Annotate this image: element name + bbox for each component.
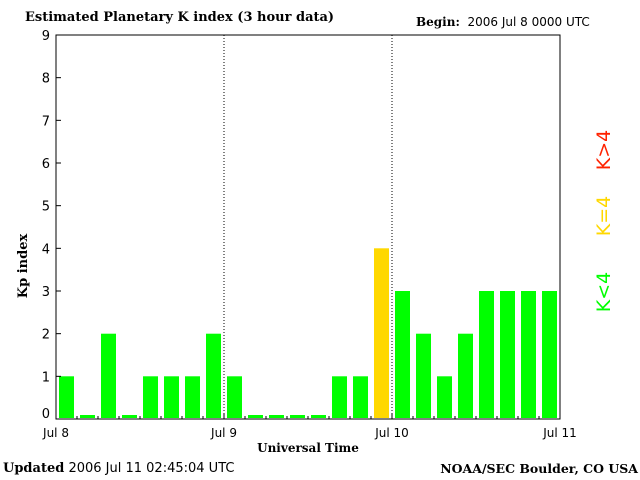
begin-value: 2006 Jul 8 0000 UTC <box>467 15 590 29</box>
kp-bar <box>164 376 179 418</box>
x-tick-label: Jul 9 <box>210 426 237 440</box>
kp-bar <box>206 333 221 418</box>
kp-bar <box>332 376 347 418</box>
kp-bar <box>101 333 116 418</box>
kp-bar <box>290 415 305 418</box>
legend-label: K=4 <box>593 196 615 236</box>
kp-bar <box>311 415 326 418</box>
y-tick-label: 3 <box>42 285 50 300</box>
y-tick-label: 4 <box>42 242 50 257</box>
x-tick-label: Jul 11 <box>542 426 577 440</box>
x-tick-label: Jul 8 <box>42 426 69 440</box>
updated-time: Updated 2006 Jul 11 02:45:04 UTC <box>3 461 234 476</box>
updated-label: Updated <box>3 461 65 476</box>
legend: K>4 K=4 K<4 <box>593 130 615 312</box>
kp-bar <box>59 376 74 418</box>
kp-bar <box>185 376 200 418</box>
kp-bar <box>521 291 536 418</box>
kp-bar <box>353 376 368 418</box>
y-tick-label: 1 <box>42 370 50 385</box>
kp-bar <box>143 376 158 418</box>
x-tick-label: Jul 10 <box>374 426 409 440</box>
kp-bar <box>395 291 410 418</box>
y-tick-label: 7 <box>42 114 50 129</box>
begin-time: Begin: 2006 Jul 8 0000 UTC <box>416 15 590 29</box>
kp-bar <box>374 248 389 418</box>
kp-bar <box>248 415 263 418</box>
x-axis-label: Universal Time <box>257 441 359 455</box>
y-axis-label: Kp index <box>16 234 31 299</box>
legend-label: K<4 <box>593 272 615 312</box>
kp-bar <box>479 291 494 418</box>
credit-line: NOAA/SEC Boulder, CO USA <box>440 461 638 476</box>
updated-value: 2006 Jul 11 02:45:04 UTC <box>68 461 235 476</box>
kp-bar <box>542 291 557 418</box>
chart-bars <box>59 248 557 418</box>
y-tick-label: 5 <box>42 200 50 215</box>
kp-bar <box>416 333 431 418</box>
begin-label: Begin: <box>416 15 460 29</box>
chart-ticks: 0 1 2 3 4 5 6 7 8 9 Jul 8 Jul 9 Jul 10 Jul 11 <box>42 29 577 440</box>
y-tick-label: 8 <box>42 72 50 87</box>
y-tick-label: 9 <box>42 29 50 44</box>
kp-bar <box>458 333 473 418</box>
kp-bar <box>437 376 452 418</box>
legend-label: K>4 <box>593 130 615 170</box>
kp-bar <box>122 415 137 418</box>
chart-title: Estimated Planetary K index (3 hour data… <box>25 10 335 25</box>
kp-bar <box>227 376 242 418</box>
y-tick-label: 2 <box>42 328 50 343</box>
kp-bar <box>269 415 284 418</box>
kp-bar <box>80 415 95 418</box>
y-tick-label: 6 <box>42 157 50 172</box>
y-tick-label: 0 <box>42 407 50 422</box>
kp-bar <box>500 291 515 418</box>
